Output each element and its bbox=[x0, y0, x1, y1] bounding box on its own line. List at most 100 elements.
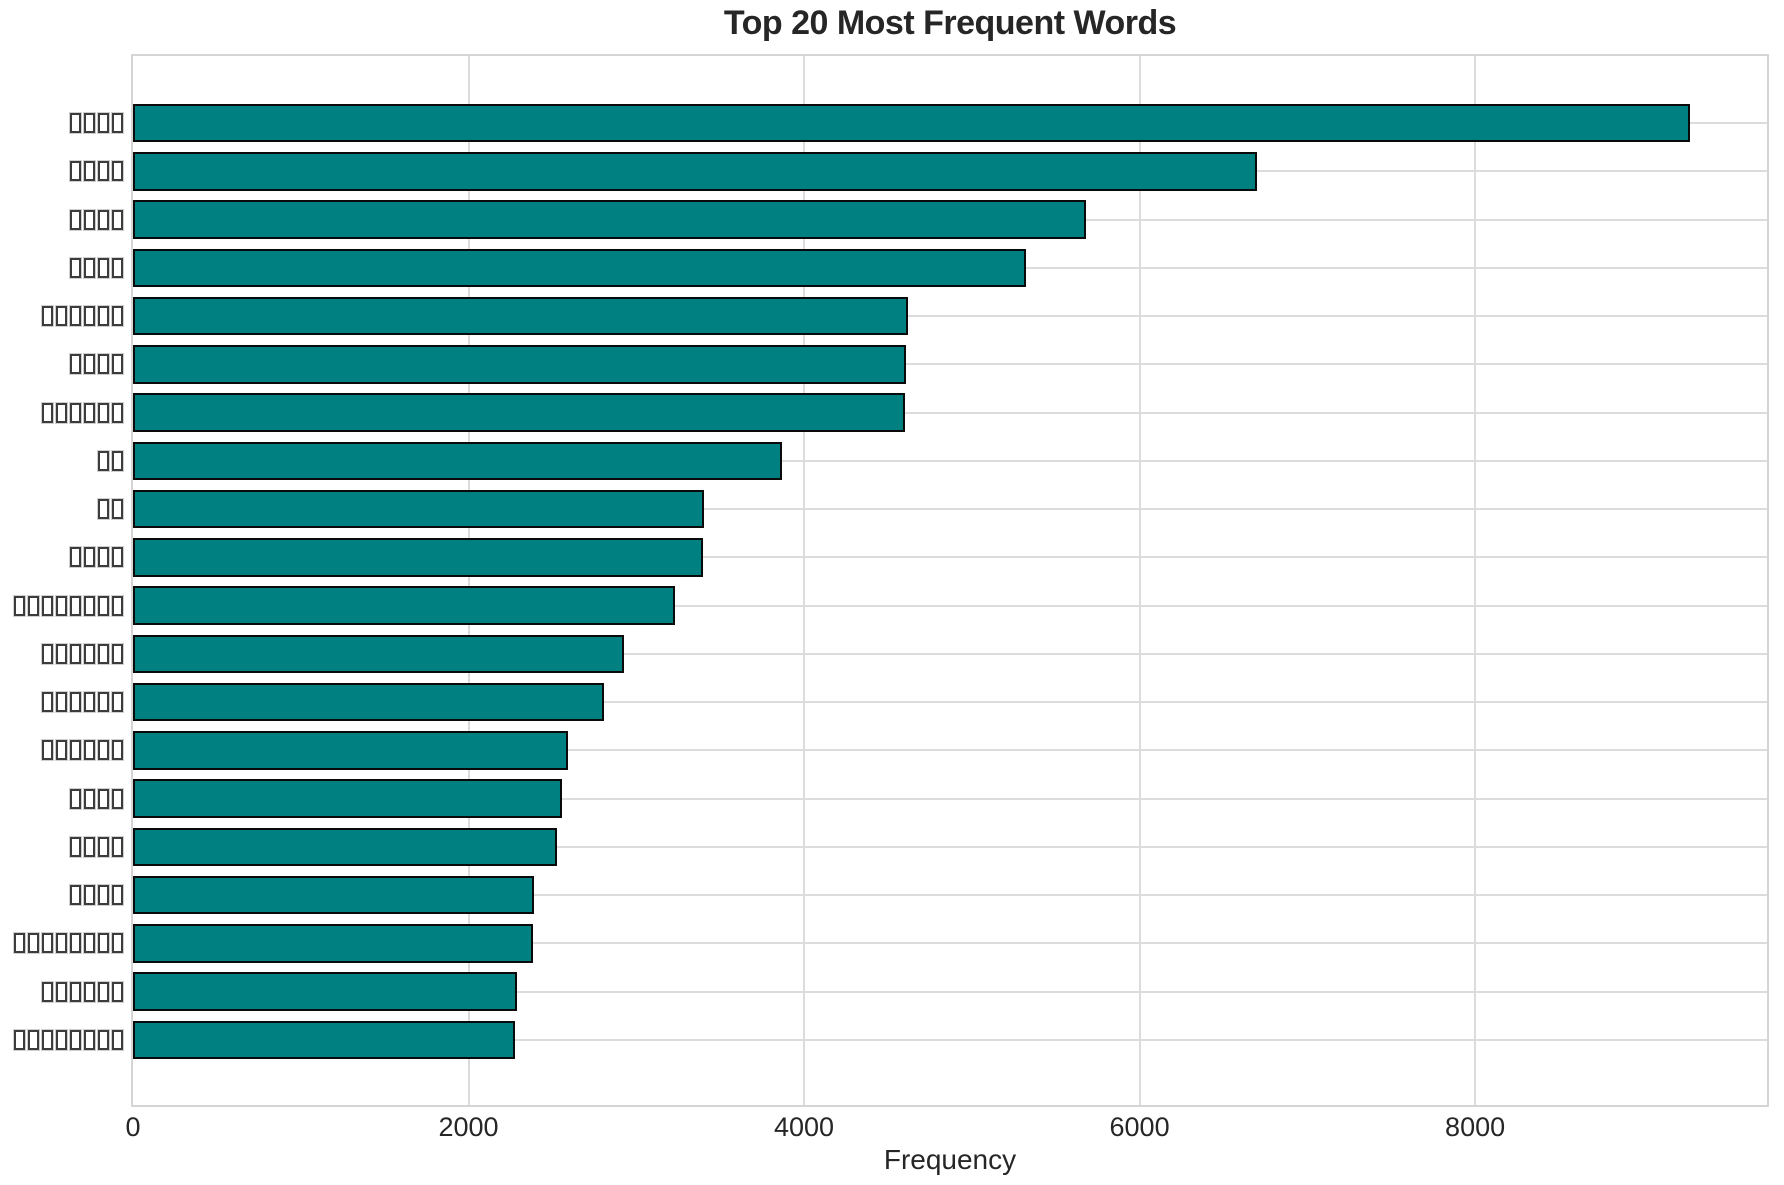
y-tick-label bbox=[0, 835, 124, 858]
frequency-bar bbox=[133, 827, 558, 867]
y-tick-label bbox=[0, 208, 124, 231]
missing-glyph-box bbox=[111, 401, 124, 424]
missing-glyph-box bbox=[97, 305, 110, 328]
y-gridline bbox=[133, 990, 1767, 993]
missing-glyph-box bbox=[97, 256, 110, 279]
missing-glyph-box bbox=[69, 739, 82, 762]
missing-glyph-box bbox=[97, 884, 110, 907]
missing-glyph-box bbox=[13, 932, 26, 955]
frequency-bar bbox=[133, 441, 783, 481]
missing-glyph-box bbox=[111, 160, 124, 183]
missing-glyph-box bbox=[97, 353, 110, 376]
missing-glyph-box bbox=[111, 305, 124, 328]
missing-glyph-box bbox=[83, 884, 96, 907]
missing-glyph-box bbox=[41, 1028, 54, 1051]
missing-glyph-box bbox=[97, 739, 110, 762]
frequency-bar bbox=[133, 489, 705, 529]
missing-glyph-box bbox=[111, 1028, 124, 1051]
y-gridline bbox=[133, 363, 1767, 366]
y-tick-label bbox=[0, 546, 124, 569]
missing-glyph-box bbox=[83, 594, 96, 617]
y-gridline bbox=[133, 604, 1767, 607]
frequency-bar bbox=[133, 538, 704, 577]
y-gridline bbox=[133, 845, 1767, 848]
missing-glyph-box bbox=[41, 980, 54, 1003]
missing-glyph-box bbox=[69, 787, 82, 810]
missing-glyph-box bbox=[111, 884, 124, 907]
missing-glyph-box bbox=[55, 739, 68, 762]
frequency-bar bbox=[133, 586, 675, 625]
missing-glyph-box bbox=[97, 449, 110, 472]
missing-glyph-box bbox=[111, 980, 124, 1003]
missing-glyph-box bbox=[13, 1028, 26, 1051]
missing-glyph-box bbox=[69, 980, 82, 1003]
x-tick-label: 4000 bbox=[774, 1112, 835, 1142]
y-gridline bbox=[133, 1038, 1767, 1041]
missing-glyph-box bbox=[41, 932, 54, 955]
missing-glyph-box bbox=[111, 256, 124, 279]
y-gridline bbox=[133, 652, 1767, 655]
x-tick-label: 2000 bbox=[438, 1112, 499, 1142]
y-tick-label bbox=[0, 642, 124, 665]
missing-glyph-box bbox=[13, 594, 26, 617]
missing-glyph-box bbox=[111, 691, 124, 714]
missing-glyph-box bbox=[111, 835, 124, 858]
x-gridline bbox=[803, 56, 806, 1105]
missing-glyph-box bbox=[97, 546, 110, 569]
y-gridline bbox=[133, 894, 1767, 897]
missing-glyph-box bbox=[41, 401, 54, 424]
frequency-bar bbox=[133, 296, 909, 336]
missing-glyph-box bbox=[55, 932, 68, 955]
missing-glyph-box bbox=[27, 594, 40, 617]
missing-glyph-box bbox=[69, 642, 82, 665]
missing-glyph-box bbox=[97, 980, 110, 1003]
missing-glyph-box bbox=[83, 305, 96, 328]
missing-glyph-box bbox=[111, 932, 124, 955]
missing-glyph-box bbox=[111, 498, 124, 521]
missing-glyph-box bbox=[55, 642, 68, 665]
y-gridline bbox=[133, 701, 1767, 704]
missing-glyph-box bbox=[97, 208, 110, 231]
y-tick-label bbox=[0, 256, 124, 279]
missing-glyph-box bbox=[111, 787, 124, 810]
missing-glyph-box bbox=[111, 449, 124, 472]
missing-glyph-box bbox=[97, 160, 110, 183]
y-gridline bbox=[133, 411, 1767, 414]
missing-glyph-box bbox=[111, 546, 124, 569]
y-tick-label bbox=[0, 353, 124, 376]
missing-glyph-box bbox=[69, 884, 82, 907]
missing-glyph-box bbox=[69, 691, 82, 714]
missing-glyph-box bbox=[55, 305, 68, 328]
y-gridline bbox=[133, 749, 1767, 752]
x-gridline bbox=[467, 56, 470, 1105]
y-tick-label bbox=[0, 305, 124, 328]
frequency-bar bbox=[133, 682, 605, 722]
y-tick-label bbox=[0, 1028, 124, 1051]
missing-glyph-box bbox=[41, 739, 54, 762]
x-tick-label: 0 bbox=[125, 1112, 141, 1142]
frequency-bar bbox=[133, 779, 563, 818]
frequency-bar bbox=[133, 924, 534, 963]
frequency-bar bbox=[133, 248, 1027, 288]
y-tick-label bbox=[0, 160, 124, 183]
y-gridline bbox=[133, 315, 1767, 318]
missing-glyph-box bbox=[111, 642, 124, 665]
missing-glyph-box bbox=[111, 594, 124, 617]
y-tick-label bbox=[0, 787, 124, 810]
missing-glyph-box bbox=[83, 980, 96, 1003]
frequency-bar bbox=[133, 1020, 515, 1060]
x-axis-title: Frequency bbox=[883, 1144, 1017, 1175]
missing-glyph-box bbox=[41, 305, 54, 328]
y-tick-label bbox=[0, 691, 124, 714]
missing-glyph-box bbox=[83, 739, 96, 762]
missing-glyph-box bbox=[97, 112, 110, 135]
missing-glyph-box bbox=[111, 112, 124, 135]
missing-glyph-box bbox=[55, 691, 68, 714]
missing-glyph-box bbox=[97, 835, 110, 858]
missing-glyph-box bbox=[97, 787, 110, 810]
missing-glyph-box bbox=[83, 835, 96, 858]
y-gridline bbox=[133, 556, 1767, 559]
missing-glyph-box bbox=[69, 401, 82, 424]
missing-glyph-box bbox=[111, 353, 124, 376]
